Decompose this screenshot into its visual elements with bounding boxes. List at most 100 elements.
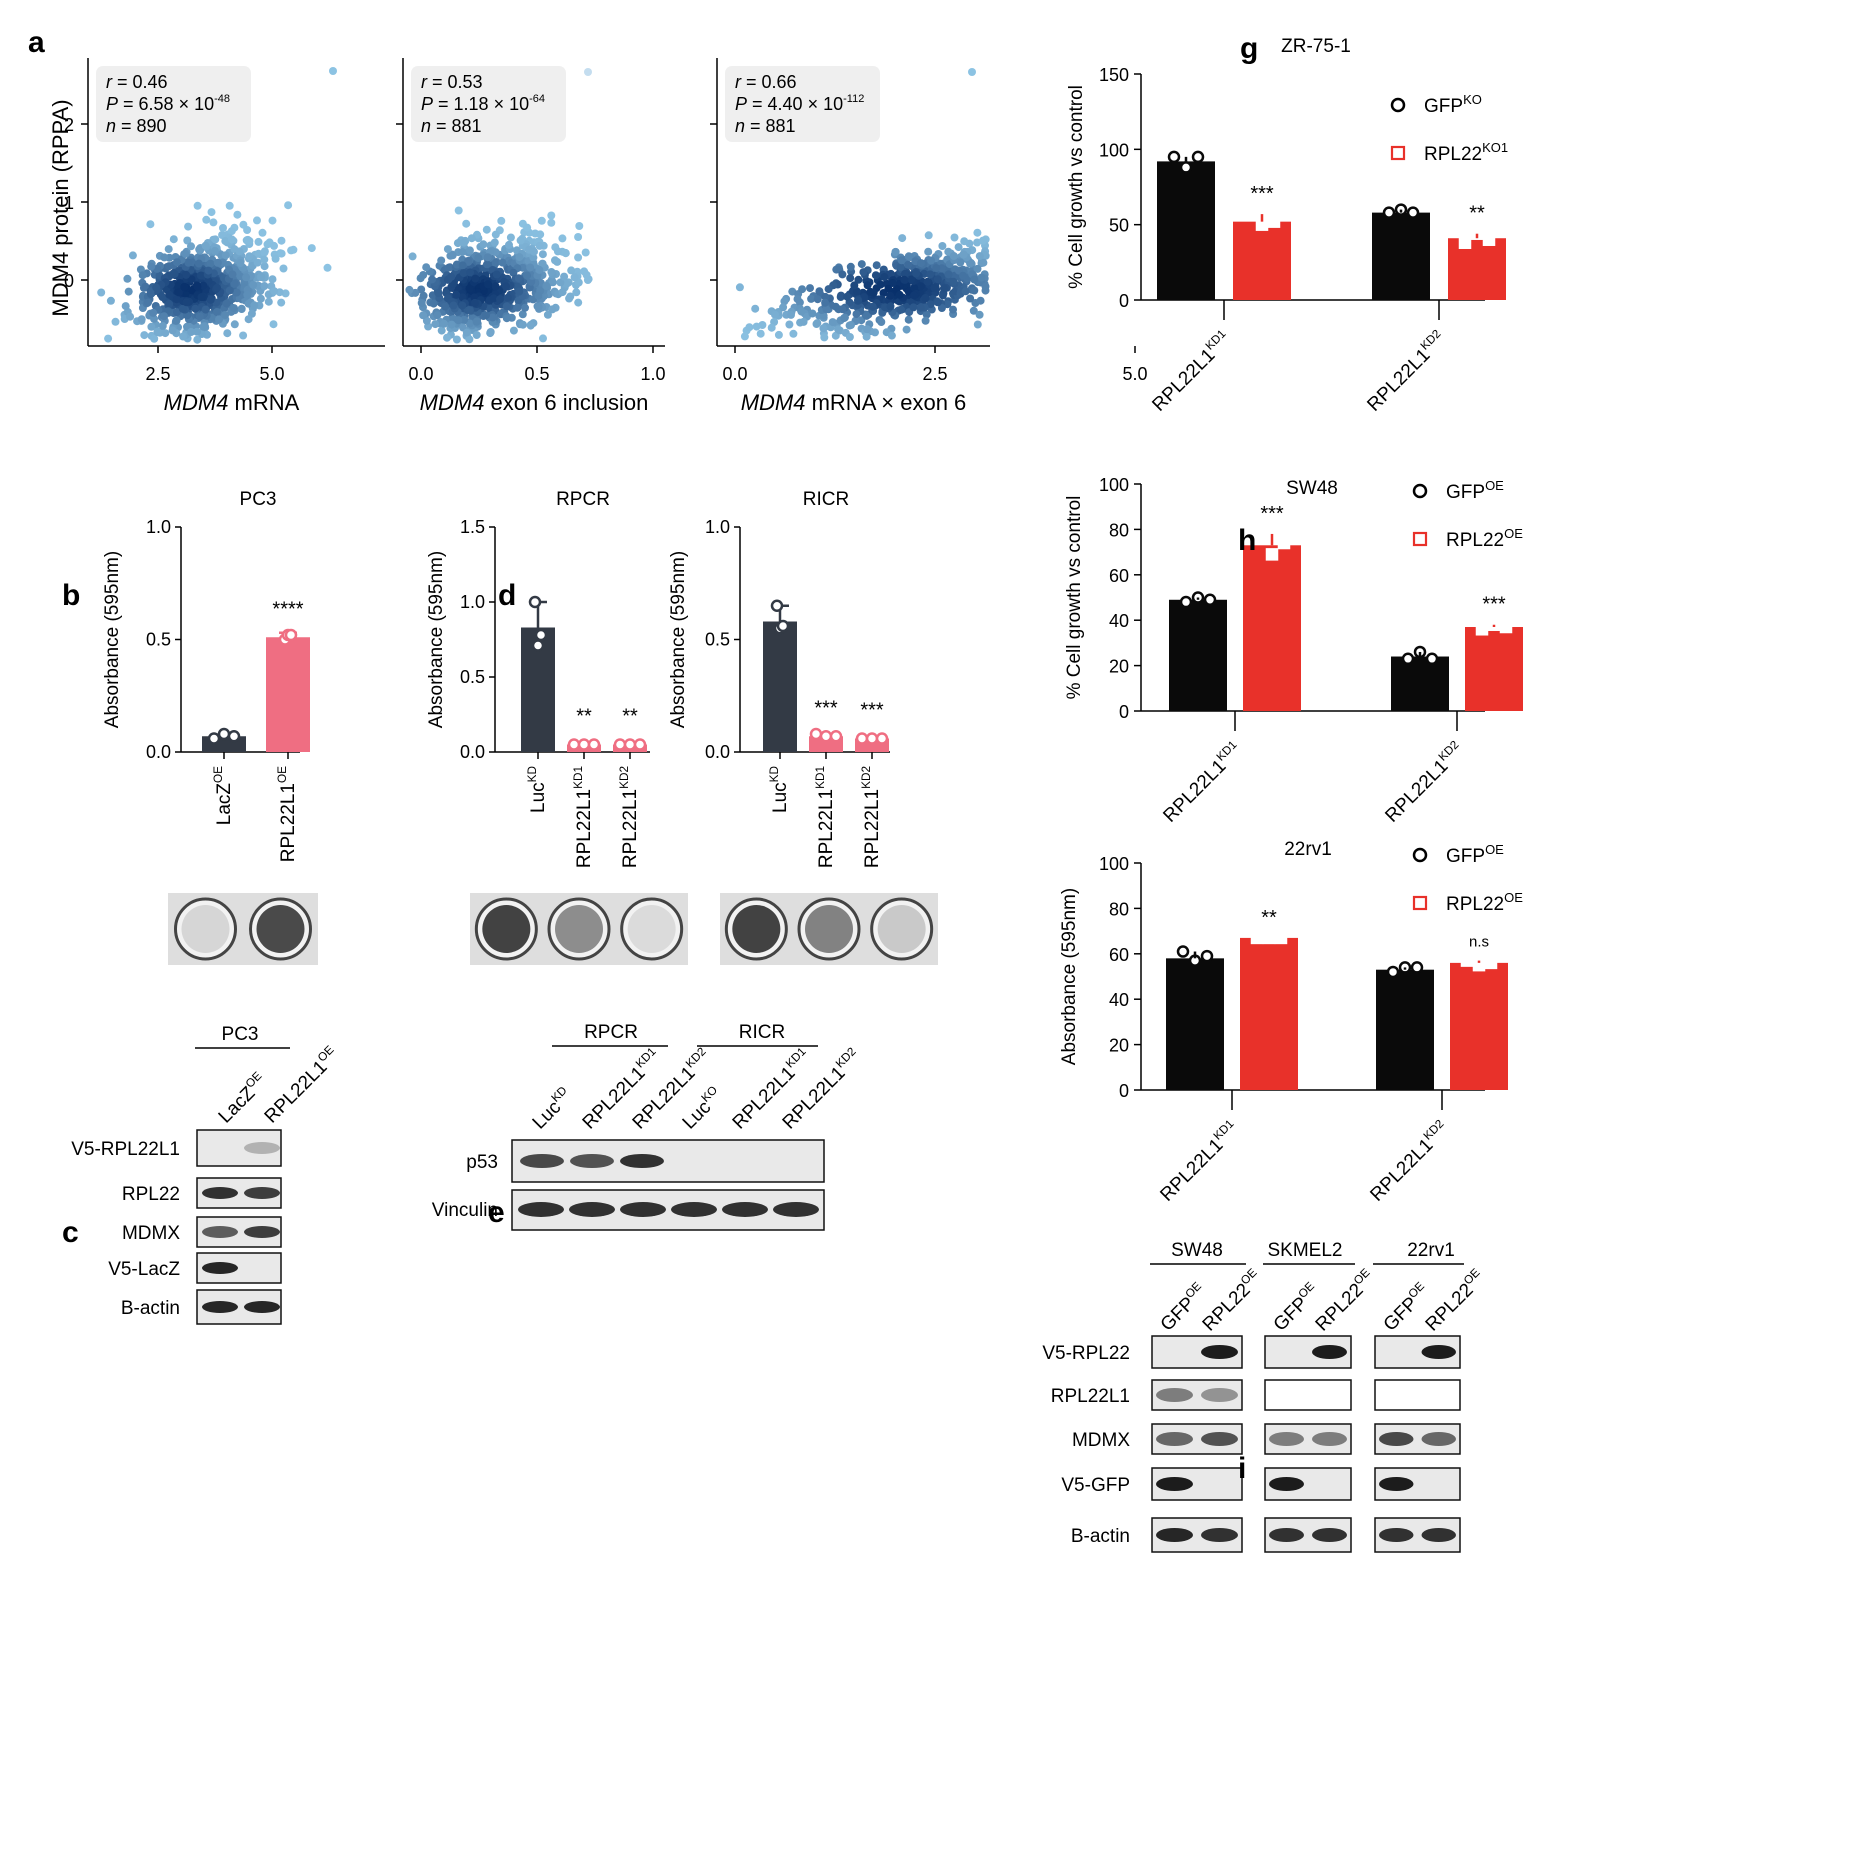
- stats-box: [725, 66, 880, 142]
- data-point: [560, 272, 569, 281]
- blot-band: [1312, 1528, 1347, 1542]
- data-point: [429, 299, 438, 308]
- data-point: [164, 245, 173, 254]
- data-point: [912, 269, 921, 278]
- data-point: [770, 599, 784, 612]
- significance-label: **: [1469, 203, 1485, 225]
- data-point: [219, 224, 227, 232]
- legend-sup: OE: [1504, 890, 1523, 905]
- data-point: [482, 311, 490, 320]
- x-label-italic: MDM4: [741, 390, 806, 415]
- data-point: [855, 732, 869, 745]
- data-point: [799, 317, 808, 326]
- y-tick-label: 60: [1109, 945, 1129, 965]
- data-point: [959, 271, 967, 280]
- data-point: [97, 288, 106, 297]
- data-point: [1484, 956, 1498, 970]
- data-point: [876, 280, 885, 289]
- data-point: [537, 216, 546, 225]
- data-point: [182, 270, 191, 279]
- blot-row-label: RPL22L1: [1051, 1386, 1130, 1407]
- y-tick-label: 0.0: [705, 742, 730, 762]
- y-tick-label: 1: [64, 193, 74, 213]
- data-point: [329, 67, 337, 75]
- panel-label-c: c: [62, 1216, 79, 1249]
- x-tick-label: RPL22L1KD1: [572, 766, 595, 868]
- scatter-plot-1: 0 1 2 2.5 5.0 MDM4 mRNA r = 0.46P = 6.58 × 10-…: [64, 58, 385, 415]
- data-point: [944, 247, 953, 256]
- p-sym: P: [735, 94, 747, 114]
- x-tick-label: RPL22L1KD1: [1147, 327, 1235, 415]
- data-point: [253, 258, 262, 267]
- data-point: [121, 302, 130, 311]
- lane-label-base: RPL22: [1312, 1280, 1368, 1336]
- data-point: [1277, 536, 1291, 550]
- bar: [1243, 545, 1301, 711]
- data-point: [484, 280, 492, 289]
- x-tick-label-base: RPL22L1: [816, 789, 837, 868]
- scatter-points: [97, 201, 332, 344]
- data-point: [408, 252, 417, 261]
- data-point: [491, 230, 500, 239]
- bar: [1166, 958, 1224, 1090]
- data-point: [172, 295, 181, 304]
- x-tick-label-base: RPL22L1: [1366, 1135, 1437, 1206]
- data-point: [921, 316, 930, 325]
- data-point: [191, 304, 200, 313]
- data-point: [474, 254, 483, 262]
- r-sym: r: [421, 72, 428, 92]
- data-point: [926, 270, 935, 279]
- legend-name: RPL22: [1446, 530, 1504, 551]
- x-tick-label: 5.0: [259, 364, 284, 384]
- legend-label: GFPKO: [1424, 92, 1482, 117]
- data-point: [147, 262, 156, 271]
- data-point: [505, 240, 513, 249]
- y-tick-label: 150: [1099, 65, 1129, 85]
- x-tick-label: RPL22L1KD1: [1158, 738, 1246, 826]
- data-point: [323, 263, 332, 272]
- data-point: [443, 245, 452, 254]
- y-axis-label: Absorbance (595nm): [668, 551, 689, 728]
- legend-marker: [1412, 531, 1428, 547]
- data-point: [263, 240, 272, 249]
- lane-label: RPL22OE: [1420, 1266, 1489, 1335]
- data-point: [886, 302, 895, 311]
- data-point: [960, 237, 969, 246]
- data-point: [182, 298, 191, 307]
- data-point: [863, 281, 872, 290]
- data-point: [898, 234, 907, 243]
- lane-label-base: RPL22L1: [261, 1057, 332, 1128]
- data-point: [434, 289, 443, 298]
- data-point: [584, 68, 592, 76]
- blot-band: [569, 1202, 615, 1217]
- x-tick-label-sup: KD1: [814, 766, 827, 789]
- well-stain: [627, 905, 676, 953]
- data-point: [949, 305, 957, 314]
- data-point: [197, 293, 206, 302]
- x-tick-label: LucKD: [526, 766, 549, 813]
- data-point: [459, 269, 468, 278]
- x-tick-label: 0.0: [408, 364, 433, 384]
- data-point: [152, 283, 161, 292]
- data-point: [822, 305, 831, 314]
- blot-band: [518, 1202, 564, 1217]
- data-point: [465, 319, 474, 328]
- y-tick-label: 100: [1099, 854, 1129, 874]
- data-point: [845, 333, 854, 341]
- data-point: [789, 329, 798, 338]
- data-point: [193, 335, 202, 344]
- data-point: [437, 256, 446, 265]
- data-point: [562, 279, 571, 288]
- data-point: [207, 208, 216, 217]
- blot-row-label: B-actin: [1071, 1526, 1130, 1547]
- data-point: [144, 298, 152, 307]
- data-point: [1191, 150, 1205, 164]
- bar: [1448, 238, 1506, 300]
- data-point: [201, 305, 210, 314]
- data-point: [1472, 958, 1486, 972]
- data-point: [570, 273, 579, 282]
- data-point: [149, 308, 158, 317]
- y-axis-label: Absorbance (595nm): [426, 551, 447, 728]
